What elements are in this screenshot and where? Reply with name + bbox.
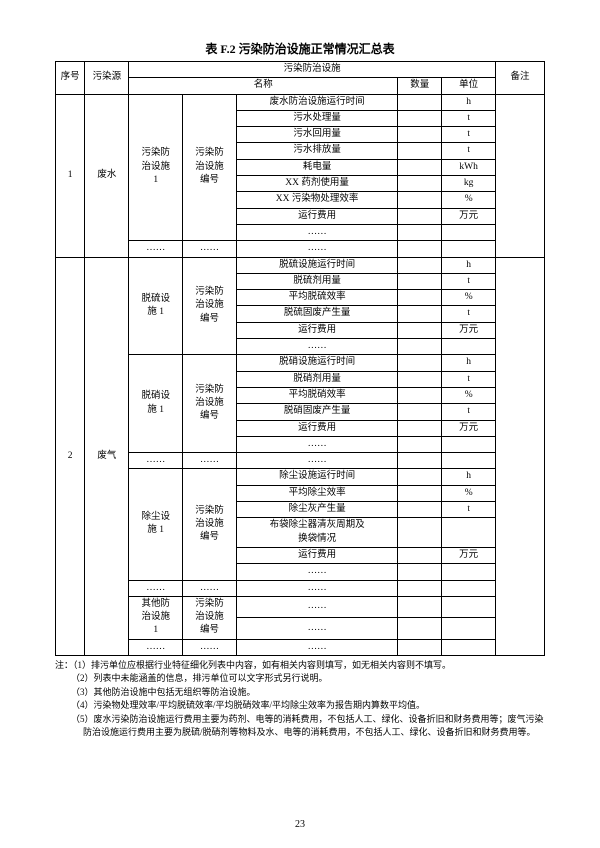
cell: % [442,485,496,501]
cell: …… [236,596,397,617]
cell: 污染防 治设施 编号 [183,596,237,639]
col-facility: 污染防治设施 [129,62,496,78]
col-remark: 备注 [496,62,545,95]
cell: …… [236,618,397,639]
cell: …… [236,564,397,580]
cell: …… [129,453,183,469]
cell: 脱硝剂用量 [236,371,397,387]
col-name: 名称 [129,78,398,94]
cell: …… [183,639,237,655]
cell: …… [183,453,237,469]
cell: 脱硝固废产生量 [236,404,397,420]
cell: h [442,469,496,485]
footnotes: 注：（1）排污单位应根据行业特征细化列表中内容，如有相关内容则填写，如无相关内容… [55,659,545,740]
cell: % [442,290,496,306]
cell: 万元 [442,420,496,436]
cell: 万元 [442,322,496,338]
cell: …… [236,580,397,596]
cell: …… [236,339,397,355]
cell: 平均脱硝效率 [236,387,397,403]
cell: …… [236,436,397,452]
cell: 1 [56,94,85,257]
cell: 污染防 治设施 1 [129,94,183,241]
cell: kWh [442,159,496,175]
cell: h [442,355,496,371]
cell: 布袋除尘器清灰周期及 换袋情况 [236,518,397,548]
cell: 污水处理量 [236,110,397,126]
page-number: 23 [0,819,600,830]
cell: t [442,371,496,387]
cell: 脱硫固废产生量 [236,306,397,322]
cell: % [442,387,496,403]
cell: 平均除尘效率 [236,485,397,501]
cell: t [442,110,496,126]
note-line: 注：（1）排污单位应根据行业特征细化列表中内容，如有相关内容则填写，如无相关内容… [55,659,545,673]
cell: …… [129,241,183,257]
cell: …… [236,224,397,240]
table-title: 表 F.2 污染防治设施正常情况汇总表 [55,40,545,57]
cell: 废水防治设施运行时间 [236,94,397,110]
cell: 除尘设施运行时间 [236,469,397,485]
cell: XX 污染物处理效率 [236,192,397,208]
cell: 脱硝设施运行时间 [236,355,397,371]
note-line: （5）废水污染防治设施运行费用主要为药剂、电等的消耗费用，不包括人工、绿化、设备… [55,713,545,740]
cell: …… [236,241,397,257]
col-seq: 序号 [56,62,85,95]
note-line: （3）其他防治设施中包括无组织等防治设施。 [55,686,545,700]
table-row: 2 废气 脱硫设 施 1 污染防 治设施 编号 脱硫设施运行时间h [56,257,545,273]
cell: 脱硫设 施 1 [129,257,183,355]
cell: 运行费用 [236,208,397,224]
cell: 耗电量 [236,159,397,175]
cell: …… [183,241,237,257]
cell: 污染防 治设施 编号 [183,94,237,241]
note-line: （4）污染物处理效率/平均脱硫效率/平均脱硝效率/平均除尘效率为报告期内算数平均… [55,699,545,713]
cell: 脱硝设 施 1 [129,355,183,453]
cell: % [442,192,496,208]
cell: 废水 [85,94,129,257]
cell: …… [183,580,237,596]
cell: 除尘灰产生量 [236,502,397,518]
summary-table: 序号 污染源 污染防治设施 备注 名称 数量 单位 1 废水 污染防 治设施 1… [55,61,545,656]
cell: t [442,273,496,289]
cell: t [442,143,496,159]
cell: t [442,127,496,143]
cell: …… [236,639,397,655]
cell: …… [236,453,397,469]
cell: 污水回用量 [236,127,397,143]
cell: kg [442,176,496,192]
col-unit: 单位 [442,78,496,94]
note-line: （2）列表中未能涵盖的信息，排污单位可以文字形式另行说明。 [55,672,545,686]
cell: 污水排放量 [236,143,397,159]
cell: 平均脱硫效率 [236,290,397,306]
cell: …… [129,639,183,655]
table-row: 序号 污染源 污染防治设施 备注 [56,62,545,78]
cell: t [442,502,496,518]
cell: …… [129,580,183,596]
cell: 万元 [442,547,496,563]
col-source: 污染源 [85,62,129,95]
cell: XX 药剂使用量 [236,176,397,192]
cell: 污染防 治设施 编号 [183,469,237,580]
table-row: 名称 数量 单位 [56,78,545,94]
cell: 运行费用 [236,547,397,563]
cell: h [442,257,496,273]
cell: 运行费用 [236,322,397,338]
cell: 其他防 治设施 1 [129,596,183,639]
cell: 污染防 治设施 编号 [183,257,237,355]
cell: t [442,306,496,322]
cell: 污染防 治设施 编号 [183,355,237,453]
cell: 除尘设 施 1 [129,469,183,580]
cell: 脱硫设施运行时间 [236,257,397,273]
cell: 废气 [85,257,129,655]
col-qty: 数量 [398,78,442,94]
cell: 脱硫剂用量 [236,273,397,289]
cell: 2 [56,257,85,655]
cell: h [442,94,496,110]
cell: t [442,404,496,420]
table-row: 1 废水 污染防 治设施 1 污染防 治设施 编号 废水防治设施运行时间h [56,94,545,110]
cell: 运行费用 [236,420,397,436]
cell: 万元 [442,208,496,224]
